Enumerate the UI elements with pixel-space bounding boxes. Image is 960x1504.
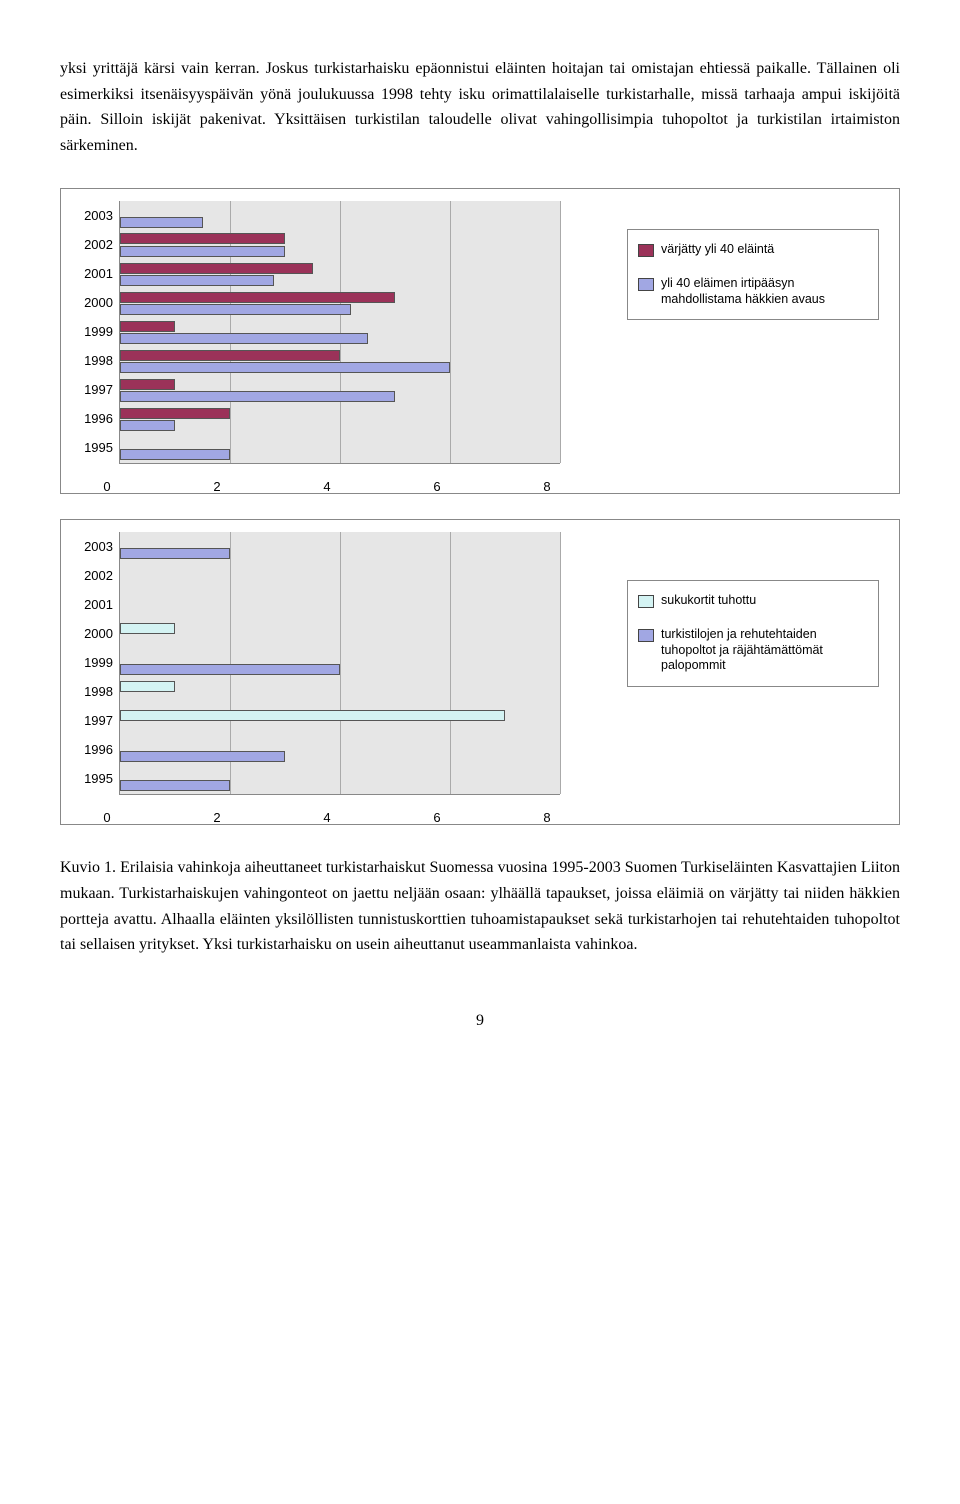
gridline [560, 532, 561, 794]
y-tick-label: 1995 [73, 769, 113, 790]
legend-item: sukukortit tuhottu [638, 593, 868, 609]
y-axis-labels: 2003 2002 2001 2000 1999 1998 1997 1996 1995 [73, 532, 119, 794]
legend-swatch [638, 629, 654, 642]
y-tick-label: 2000 [73, 624, 113, 645]
y-tick-label: 1997 [73, 380, 113, 401]
body-paragraph: yksi yrittäjä kärsi vain kerran. Joskus … [60, 56, 900, 158]
y-tick-label: 2003 [73, 206, 113, 227]
legend-label: turkistilojen ja rehutehtaiden tuhopolto… [661, 627, 868, 674]
bar-irtipaasy [120, 362, 450, 373]
bar-irtipaasy [120, 304, 351, 315]
y-tick-label: 2001 [73, 264, 113, 285]
y-tick-label: 2002 [73, 235, 113, 256]
legend: sukukortit tuhottu turkistilojen ja rehut… [627, 580, 879, 687]
legend-label: yli 40 eläimen irtipääsyn mahdollistama … [661, 276, 868, 307]
y-tick-label: 2002 [73, 566, 113, 587]
bar-irtipaasy [120, 275, 274, 286]
bar-varjatty [120, 408, 230, 419]
bar-tuhopoltot [120, 664, 340, 675]
bar-varjatty [120, 379, 175, 390]
y-tick-label: 1999 [73, 322, 113, 343]
x-tick-label: 0 [103, 808, 110, 829]
bar-irtipaasy [120, 217, 203, 228]
x-tick-label: 2 [213, 808, 220, 829]
x-axis-labels: 02468 [107, 808, 547, 829]
bar-irtipaasy [120, 391, 395, 402]
y-tick-label: 2000 [73, 293, 113, 314]
x-tick-label: 6 [433, 808, 440, 829]
x-tick-label: 6 [433, 477, 440, 498]
plot-area [119, 532, 560, 795]
bar-varjatty [120, 321, 175, 332]
x-tick-label: 4 [323, 477, 330, 498]
x-tick-label: 4 [323, 808, 330, 829]
y-tick-label: 2001 [73, 595, 113, 616]
bar-row [120, 707, 560, 736]
y-axis-labels: 2003 2002 2001 2000 1999 1998 1997 1996 1995 [73, 201, 119, 463]
bar-row [120, 765, 560, 794]
bar-row [120, 678, 560, 707]
bar-varjatty [120, 350, 340, 361]
y-tick-label: 1999 [73, 653, 113, 674]
bar-sukukortit [120, 681, 175, 692]
bar-row [120, 561, 560, 590]
bar-row [120, 201, 560, 230]
legend-swatch [638, 595, 654, 608]
bar-tuhopoltot [120, 780, 230, 791]
bar-irtipaasy [120, 449, 230, 460]
page-number: 9 [60, 1008, 900, 1034]
plot-area [119, 201, 560, 464]
bar-tuhopoltot [120, 751, 285, 762]
bar-varjatty [120, 233, 285, 244]
bar-irtipaasy [120, 420, 175, 431]
bar-varjatty [120, 292, 395, 303]
x-axis-labels: 02468 [107, 477, 547, 498]
legend-item: värjätty yli 40 eläintä [638, 242, 868, 258]
legend-swatch [638, 278, 654, 291]
bar-row [120, 649, 560, 678]
legend-item: turkistilojen ja rehutehtaiden tuhopolto… [638, 627, 868, 674]
bar-row [120, 736, 560, 765]
y-tick-label: 1996 [73, 740, 113, 761]
bar-row [120, 260, 560, 289]
bar-row [120, 318, 560, 347]
bar-sukukortit [120, 710, 505, 721]
bar-row [120, 230, 560, 259]
bar-row [120, 532, 560, 561]
bar-row [120, 376, 560, 405]
bar-varjatty [120, 263, 313, 274]
y-tick-label: 1996 [73, 409, 113, 430]
x-tick-label: 8 [543, 808, 550, 829]
bar-irtipaasy [120, 246, 285, 257]
bar-tuhopoltot [120, 548, 230, 559]
legend-item: yli 40 eläimen irtipääsyn mahdollistama … [638, 276, 868, 307]
figure-caption: Kuvio 1. Erilaisia vahinkoja aiheuttanee… [60, 855, 900, 957]
x-tick-label: 2 [213, 477, 220, 498]
legend-label: sukukortit tuhottu [661, 593, 756, 609]
bar-row [120, 405, 560, 434]
y-tick-label: 1997 [73, 711, 113, 732]
chart-2: 2003200220012000199919981997199619950246… [60, 519, 900, 825]
bar-row [120, 434, 560, 463]
bar-row [120, 347, 560, 376]
legend-label: värjätty yli 40 eläintä [661, 242, 774, 258]
legend: värjätty yli 40 eläintä yli 40 eläimen ir… [627, 229, 879, 320]
x-tick-label: 8 [543, 477, 550, 498]
bar-sukukortit [120, 623, 175, 634]
y-tick-label: 1995 [73, 438, 113, 459]
legend-swatch [638, 244, 654, 257]
x-tick-label: 0 [103, 477, 110, 498]
y-tick-label: 1998 [73, 351, 113, 372]
bar-row [120, 620, 560, 649]
y-tick-label: 2003 [73, 537, 113, 558]
gridline [560, 201, 561, 463]
y-tick-label: 1998 [73, 682, 113, 703]
bar-row [120, 289, 560, 318]
chart-1: 2003200220012000199919981997199619950246… [60, 188, 900, 494]
bar-irtipaasy [120, 333, 368, 344]
bar-row [120, 591, 560, 620]
